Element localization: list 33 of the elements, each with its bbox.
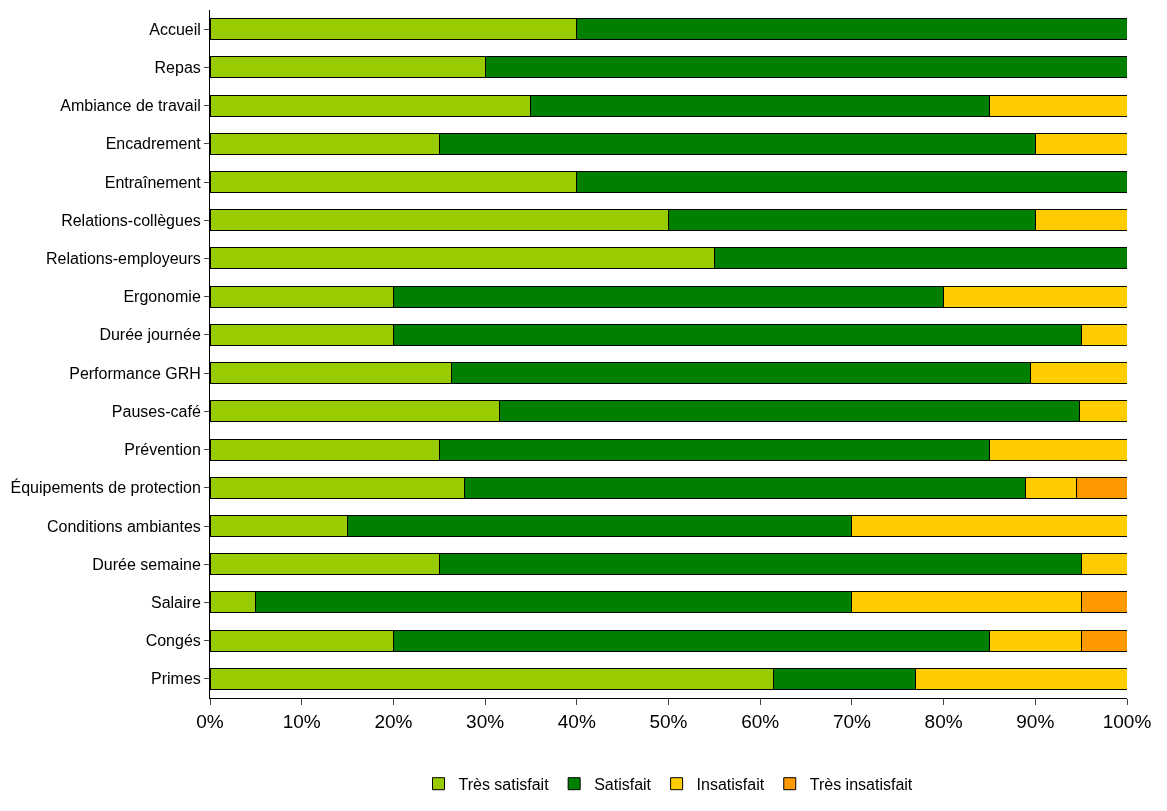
legend-label: Très insatisfait [809, 775, 913, 793]
x-tick-label: 100% [1102, 710, 1152, 732]
y-tick-label: Ergonomie [123, 288, 201, 306]
x-tick-label: 20% [374, 710, 413, 732]
x-tick-label: 0% [196, 710, 224, 732]
y-tick-label: Performance GRH [69, 364, 201, 382]
y-tick-label: Durée semaine [92, 555, 201, 573]
legend-label: Satisfait [594, 775, 652, 793]
x-tick-label: 60% [741, 710, 780, 732]
y-tick-label: Encadrement [105, 135, 202, 153]
y-tick-label: Équipements de protection [10, 478, 201, 497]
legend-label: Très satisfait [458, 775, 550, 793]
x-tick-label: 30% [466, 710, 505, 732]
x-tick-label: 70% [832, 710, 872, 732]
x-tick-label: 40% [557, 710, 596, 732]
x-tick-label: 90% [1016, 710, 1055, 732]
y-tick-label: Conditions ambiantes [46, 517, 201, 535]
y-tick-label: Salaire [150, 594, 201, 612]
x-tick-label: 10% [282, 710, 321, 732]
y-tick-label: Relations-employeurs [46, 250, 201, 268]
legend-label: Insatisfait [696, 775, 765, 793]
x-tick-label: 80% [924, 710, 963, 732]
y-tick-label: Relations-collègues [61, 211, 201, 229]
y-tick-label: Entraînement [104, 173, 202, 191]
y-tick-label: Accueil [149, 20, 201, 38]
y-tick-label: Ambiance de travail [60, 97, 201, 115]
y-tick-label: Prévention [124, 441, 201, 459]
y-tick-label: Pauses-café [111, 402, 201, 420]
y-tick-label: Congés [145, 632, 201, 650]
y-tick-label: Primes [151, 670, 201, 688]
y-tick-label: Durée journée [99, 326, 201, 344]
x-tick-label: 50% [649, 710, 688, 732]
y-tick-label: Repas [154, 58, 201, 76]
